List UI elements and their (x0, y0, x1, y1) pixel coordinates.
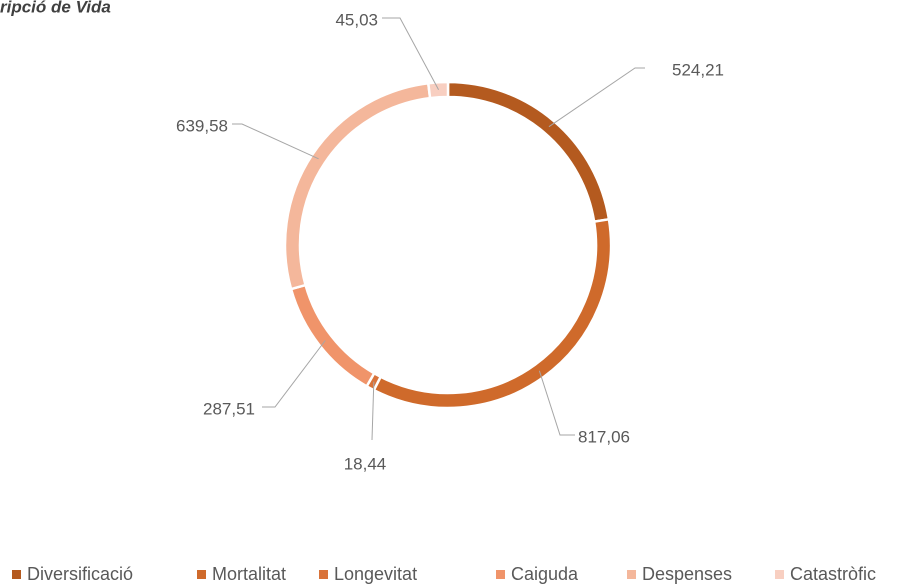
legend-swatch (197, 570, 206, 579)
legend-label: Diversificació (27, 564, 133, 584)
doughnut-segment (426, 80, 450, 100)
legend-swatch (496, 570, 505, 579)
data-label: 287,51 (203, 399, 255, 418)
legend-swatch (627, 570, 636, 579)
doughnut-segment (446, 80, 611, 224)
legend-label: Longevitat (334, 564, 417, 584)
data-label: 18,44 (344, 454, 387, 473)
legend-swatch (319, 570, 328, 579)
data-label: 817,06 (578, 427, 630, 446)
legend-swatch (775, 570, 784, 579)
legend-label: Caiguda (511, 564, 579, 584)
legend-label: Mortalitat (212, 564, 286, 584)
leader-line (262, 340, 326, 408)
leader-line (548, 67, 645, 128)
leader-line (371, 381, 375, 441)
data-label: 639,58 (176, 116, 228, 135)
data-label: 524,21 (672, 60, 724, 79)
leader-line (382, 17, 440, 91)
legend-swatch (12, 570, 21, 579)
doughnut-segment (372, 217, 613, 410)
doughnut-segment (283, 81, 432, 291)
legend-label: Catastròfic (790, 564, 876, 584)
legend-label: Despenses (642, 564, 732, 584)
doughnut-segment (289, 283, 376, 388)
leader-line (232, 123, 319, 160)
data-label: 45,03 (335, 10, 378, 29)
leader-line (538, 370, 575, 436)
chart-title: ripció de Vida (0, 0, 111, 16)
